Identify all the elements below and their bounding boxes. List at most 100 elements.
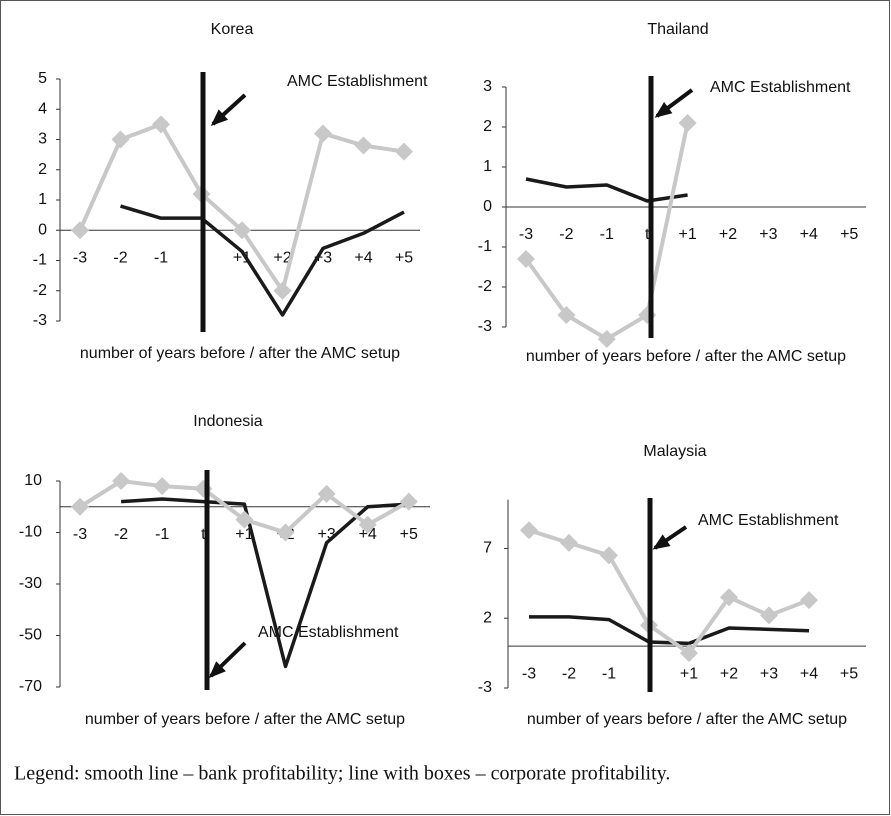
series-line [529,615,810,646]
annotation: AMC Establishment [710,79,851,96]
diamond-marker [235,510,254,529]
y-tick-label: 10 [24,472,42,489]
chart-title: Thailand [647,21,708,38]
x-tick-label: t [645,226,650,243]
diamond-marker [760,606,778,625]
x-tick-label: +2 [720,665,738,682]
y-tick-label: 2 [38,161,47,178]
x-tick-label: +4 [359,526,377,543]
y-tick-label: 0 [38,221,47,238]
diamond-marker [112,472,131,490]
x-tick-label: -1 [155,526,169,543]
x-tick-label: -3 [73,526,87,543]
chart-title: Korea [211,21,254,38]
diamond-marker [560,533,578,552]
series-line [525,177,688,203]
diamond-marker [557,306,576,324]
diamond-marker [517,250,535,268]
diamond-marker [276,523,295,542]
diamond-marker [71,497,89,516]
diamond-marker [678,114,697,132]
x-tick-label: -1 [600,226,614,243]
x-tick-label: -3 [73,249,87,266]
diamond-marker [358,515,377,534]
y-tick-label: -3 [478,679,492,696]
y-tick-label: 7 [483,540,492,557]
diamond-marker [152,115,170,134]
x-tick-label: +4 [800,665,818,682]
chart-title: Malaysia [643,443,706,460]
x-axis-label: number of years before / after the AMC s… [80,345,400,362]
x-tick-label: +1 [678,226,696,243]
y-tick-label: 2 [483,609,492,626]
y-tick-label: 2 [483,118,492,135]
diamond-marker [273,281,292,300]
y-tick-label: -3 [33,312,47,329]
diamond-marker [317,484,336,503]
x-tick-label: +5 [840,665,858,682]
y-tick-label: 1 [38,191,47,208]
x-tick-label: +1 [233,249,251,266]
series-line [119,204,405,317]
x-tick-label: +3 [760,665,778,682]
y-tick-label: -3 [478,318,492,335]
arrow-head [208,661,226,679]
annotation: AMC Establishment [258,624,399,641]
diamond-marker [597,330,616,348]
x-tick-label: -2 [113,249,127,266]
x-tick-label: +4 [354,249,372,266]
y-tick-label: -70 [19,678,42,695]
annotation: AMC Establishment [698,512,839,529]
arrow-head [210,109,229,127]
diamond-marker [71,221,89,240]
x-tick-label: +3 [759,226,777,243]
chart-title: Indonesia [193,413,262,430]
diamond-marker [680,644,698,663]
x-tick-label: +5 [840,226,858,243]
x-tick-label: +5 [395,249,413,266]
x-tick-label: +5 [400,526,418,543]
y-tick-label: -2 [33,282,47,299]
diamond-marker [395,142,413,161]
x-tick-label: t [201,526,206,543]
x-tick-label: -1 [602,665,616,682]
x-axis-label: number of years before / after the AMC s… [526,348,846,365]
x-tick-label: -1 [154,249,168,266]
x-axis-label: number of years before / after the AMC s… [85,711,405,728]
y-tick-label: -1 [478,238,492,255]
x-tick-label: +4 [800,226,818,243]
y-tick-label: 0 [483,198,492,215]
diamond-marker [520,521,538,540]
x-tick-label: -2 [559,226,573,243]
diamond-marker [111,130,130,149]
arrow-head [654,102,673,118]
y-tick-label: -10 [19,524,42,541]
x-tick-label: -2 [562,665,576,682]
y-tick-label: 3 [38,131,47,148]
x-tick-label: -3 [519,226,533,243]
diamond-marker [354,136,373,155]
diamond-marker [314,124,332,143]
y-tick-label: -1 [33,252,47,269]
x-tick-label: +1 [680,665,698,682]
diamond-marker [720,588,738,607]
y-tick-label: 5 [38,70,47,87]
y-tick-label: 4 [38,100,47,117]
x-tick-label: +2 [719,226,737,243]
x-tick-label: +1 [235,526,253,543]
y-tick-label: -30 [19,575,42,592]
arrow-head [652,534,671,550]
y-tick-label: 3 [483,78,492,95]
legend-note: Legend: smooth line – bank profitability… [14,763,670,785]
x-tick-label: +2 [273,249,291,266]
x-tick-label: -2 [114,526,128,543]
y-tick-label: 1 [483,158,492,175]
diamond-marker [233,221,251,240]
series-line [120,497,409,669]
diamond-marker [399,492,418,511]
diamond-marker [153,477,172,496]
x-tick-label: -3 [522,665,536,682]
annotation: AMC Establishment [287,73,428,90]
